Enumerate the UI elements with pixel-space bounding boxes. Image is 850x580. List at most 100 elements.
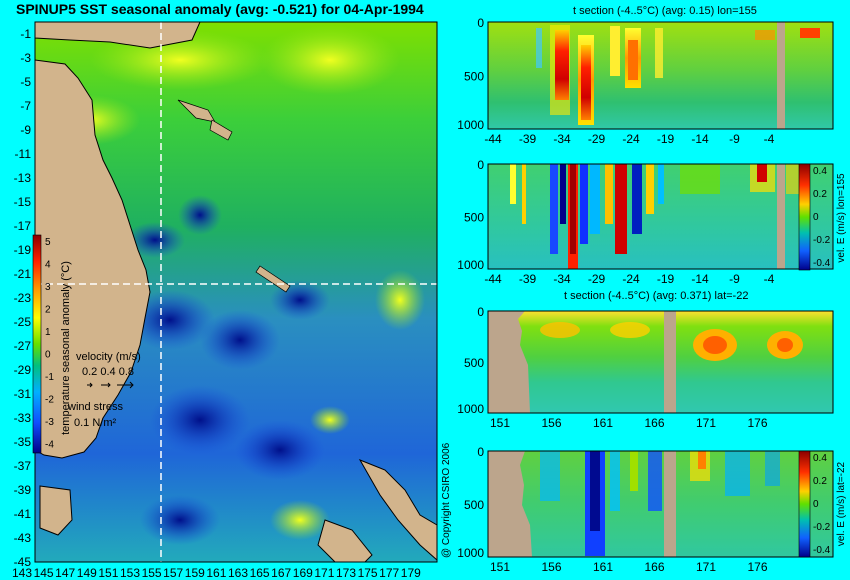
map-lat-tick-label: -25	[14, 315, 32, 329]
panel-y-tick-label: 1000	[457, 546, 484, 560]
map-lon-tick-label: 151	[98, 566, 118, 580]
map-lon-tick-label: 173	[336, 566, 356, 580]
panel1-chart: 0 500 1000 -44 -39 -34 -29 -24 -19 -14 -9 -4	[457, 16, 834, 146]
panel-x-tick-label: -44	[484, 132, 502, 146]
map-lon-tick-label: 171	[314, 566, 334, 580]
panel-y-tick-label: 500	[464, 211, 484, 225]
map-colorbar-label: temperature seasonal anomaly (°C)	[60, 261, 72, 435]
map-lat-tick-label: -31	[14, 387, 32, 401]
panel-x-tick-label: -14	[691, 132, 709, 146]
panel-colorbar-tick-label: 0	[813, 499, 819, 510]
panel-x-tick-label: -19	[657, 272, 675, 286]
map-plot-area	[34, 21, 438, 563]
map-lat-tick-label: -15	[14, 195, 32, 209]
map-colorbar-ticks: 5 4 3 2 1 0 -1 -2 -3 -4	[45, 237, 54, 451]
panel-y-tick-label: 0	[477, 445, 484, 459]
wind-legend-value: 0.1 N/m²	[74, 417, 117, 429]
panel-x-tick-label: -39	[519, 272, 537, 286]
map-colorbar-tick-label: -4	[45, 440, 54, 451]
panel-x-tick-label: -44	[484, 272, 502, 286]
map-lon-ticks: 143 145 147 149 151 153 155 157 159 161 163 165 167 1…	[12, 566, 421, 580]
map-lat-tick-label: -33	[14, 411, 32, 425]
panel-x-tick-label: 171	[696, 560, 716, 574]
panel4-colorbar-ticks: 0.4 0.2 0 -0.2 -0.4	[813, 453, 831, 556]
map-lon-tick-label: 169	[293, 566, 313, 580]
panel2-y-ticks: 0 500 1000	[457, 158, 484, 272]
panel4-land-west	[488, 451, 532, 557]
map-lat-tick-label: -45	[14, 555, 32, 569]
map-lat-tick-label: -19	[14, 243, 32, 257]
panel-y-tick-label: 1000	[457, 258, 484, 272]
map-lon-tick-label: 147	[55, 566, 75, 580]
map-lon-tick-label: 157	[163, 566, 183, 580]
map-lon-tick-label: 161	[206, 566, 226, 580]
panel4-y-ticks: 0 500 1000	[457, 445, 484, 560]
panel2-colorbar-ticks: 0.4 0.2 0 -0.2 -0.4	[813, 166, 831, 269]
panel-y-tick-label: 0	[477, 305, 484, 319]
map-colorbar-tick-label: 0	[45, 350, 51, 361]
map-lat-tick-label: -9	[20, 123, 31, 137]
panel-colorbar-tick-label: -0.2	[813, 522, 831, 533]
map-lat-ticks: -1 -3 -5 -7 -9 -11 -13 -15 -17 -19 -21 -23 -25 -27 -29…	[14, 27, 32, 569]
tasmania-land	[39, 485, 73, 536]
map-lat-tick-label: -13	[14, 171, 32, 185]
velocity-legend-arrows	[87, 381, 134, 389]
panel3-x-ticks: 151 156 161 166 171 176	[490, 416, 768, 430]
map-colorbar	[32, 234, 42, 454]
panel-x-tick-label: -24	[622, 132, 640, 146]
panel-colorbar-tick-label: -0.4	[813, 258, 831, 269]
map-lat-tick-label: -5	[20, 75, 31, 89]
map-lon-tick-label: 149	[77, 566, 97, 580]
panel4-x-ticks: 151 156 161 166 171 176	[490, 560, 768, 574]
map-lon-tick-label: 167	[271, 566, 291, 580]
map-lat-tick-label: -7	[20, 99, 31, 113]
panel4-colorbar	[798, 450, 811, 558]
panel-y-tick-label: 500	[464, 70, 484, 84]
map-lon-tick-label: 177	[379, 566, 399, 580]
panel-x-tick-label: 171	[696, 416, 716, 430]
map-colorbar-tick-label: -1	[45, 372, 54, 383]
panel2-colorbar-label: vel. E (m/s) lon=155	[836, 173, 847, 263]
panel-colorbar-tick-label: 0.2	[813, 476, 827, 487]
new-caledonia-land	[255, 265, 291, 293]
map-lat-tick-label: -11	[15, 147, 32, 161]
velocity-legend-title: velocity (m/s)	[76, 351, 141, 363]
panel1-land	[777, 22, 785, 129]
panel-x-tick-label: 161	[593, 416, 613, 430]
panel-x-tick-label: -9	[729, 132, 740, 146]
panel-x-tick-label: 161	[593, 560, 613, 574]
panel1-title: t section (-4..5°C) (avg: 0.15) lon=155	[573, 5, 757, 17]
panel-y-tick-label: 0	[477, 16, 484, 30]
main-title: SPINUP5 SST seasonal anomaly (avg: -0.52…	[16, 1, 424, 17]
copyright-text: @ Copyright CSIRO 2006	[441, 442, 452, 558]
copyright-container: @ Copyright CSIRO 2006	[438, 430, 452, 560]
panel-y-tick-label: 500	[464, 498, 484, 512]
panel3-land-newcaledonia	[664, 311, 676, 413]
map-lon-tick-label: 163	[228, 566, 248, 580]
panel-x-tick-label: 166	[644, 560, 664, 574]
panel2-colorbar	[798, 163, 811, 271]
panel3-title: t section (-4..5°C) (avg: 0.371) lat=-22	[564, 290, 749, 302]
panel-colorbar-tick-label: 0	[813, 212, 819, 223]
wind-legend-title: wind stress	[67, 401, 124, 413]
map-lon-tick-label: 175	[358, 566, 378, 580]
panel-x-tick-label: -34	[553, 132, 571, 146]
panel-x-tick-label: 156	[541, 560, 561, 574]
map-lat-tick-label: -37	[14, 459, 32, 473]
panel-x-tick-label: -19	[657, 132, 675, 146]
panel2-land	[777, 164, 785, 269]
map-lon-tick-label: 159	[185, 566, 205, 580]
new-guinea-land	[34, 21, 201, 49]
map-lat-tick-label: -29	[14, 363, 32, 377]
panel3-land-west	[488, 311, 530, 413]
panel-y-tick-label: 0	[477, 158, 484, 172]
panel-x-tick-label: 166	[644, 416, 664, 430]
panel4-colorbar-label: vel. E (m/s) lat=-22	[836, 461, 847, 546]
panel-x-tick-label: -24	[622, 272, 640, 286]
map-colorbar-tick-label: 4	[45, 260, 51, 271]
panel-y-tick-label: 500	[464, 356, 484, 370]
panel-colorbar-tick-label: -0.2	[813, 235, 831, 246]
map-lon-tick-label: 143	[12, 566, 32, 580]
map-lon-tick-label: 179	[401, 566, 421, 580]
panel-x-tick-label: -29	[588, 272, 606, 286]
